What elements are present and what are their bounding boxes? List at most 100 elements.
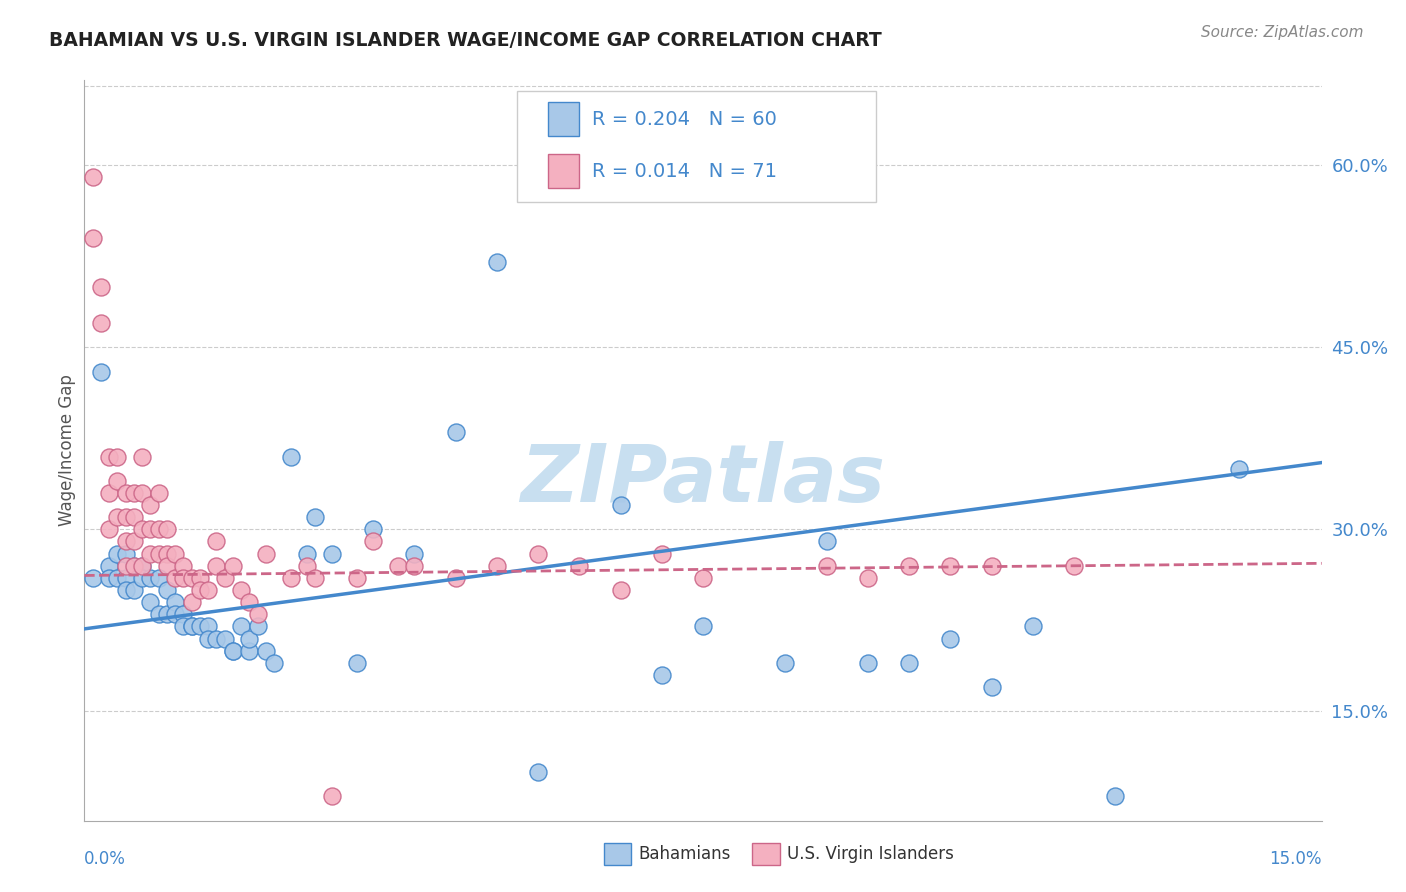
Point [346,571,368,585]
Point [165,595,187,609]
Point [105,510,128,524]
Point [321,789,343,804]
Text: Source: ZipAtlas.com: Source: ZipAtlas.com [1201,25,1364,40]
Point [856,656,879,670]
Point [139,571,162,585]
Point [1063,558,1085,573]
Point [254,547,277,561]
Point [180,619,202,633]
FancyBboxPatch shape [752,843,780,865]
Point [346,656,368,670]
Point [139,498,162,512]
Point [939,632,962,646]
Point [165,607,187,622]
Point [214,571,236,585]
Point [165,547,187,561]
Point [105,547,128,561]
Point [114,534,136,549]
Point [1146,838,1168,852]
Point [527,765,550,780]
FancyBboxPatch shape [548,154,579,187]
Point [156,582,179,597]
Point [165,571,187,585]
Point [238,644,260,658]
Point [131,522,153,536]
Point [856,571,879,585]
Point [114,486,136,500]
Point [139,595,162,609]
Point [205,632,228,646]
Point [295,547,318,561]
Point [815,534,838,549]
Point [114,558,136,573]
Point [114,547,136,561]
Point [651,547,673,561]
Point [98,522,121,536]
Point [361,522,384,536]
Point [105,450,128,464]
Point [148,486,170,500]
Point [485,255,508,269]
Point [148,607,170,622]
Point [139,522,162,536]
Point [131,558,153,573]
Point [238,632,260,646]
Point [105,571,128,585]
Point [122,558,145,573]
Point [122,486,145,500]
Point [1022,619,1045,633]
Point [361,534,384,549]
Point [148,522,170,536]
Point [148,547,170,561]
Point [775,656,797,670]
Point [404,547,426,561]
Point [114,510,136,524]
Point [82,231,104,245]
Point [90,279,112,293]
Point [692,571,714,585]
Y-axis label: Wage/Income Gap: Wage/Income Gap [58,375,76,526]
Point [156,607,179,622]
Point [939,558,962,573]
Point [122,558,145,573]
Point [122,510,145,524]
Point [172,607,194,622]
Point [114,582,136,597]
Point [222,644,245,658]
Point [485,558,508,573]
Point [98,486,121,500]
Text: R = 0.204   N = 60: R = 0.204 N = 60 [592,110,776,129]
Point [222,644,245,658]
Point [304,510,326,524]
Point [148,571,170,585]
Point [105,474,128,488]
Point [172,558,194,573]
Point [229,619,252,633]
Point [131,571,153,585]
Point [180,595,202,609]
Point [114,571,136,585]
Point [131,558,153,573]
Point [172,571,194,585]
Point [156,522,179,536]
Text: BAHAMIAN VS U.S. VIRGIN ISLANDER WAGE/INCOME GAP CORRELATION CHART: BAHAMIAN VS U.S. VIRGIN ISLANDER WAGE/IN… [49,31,882,50]
Point [321,547,343,561]
Point [527,547,550,561]
Point [139,547,162,561]
Point [444,425,467,440]
Point [254,644,277,658]
Point [98,450,121,464]
Point [246,607,269,622]
Point [651,668,673,682]
Point [815,558,838,573]
Point [122,582,145,597]
Point [280,571,302,585]
Text: U.S. Virgin Islanders: U.S. Virgin Islanders [787,845,955,863]
Point [898,558,921,573]
Point [131,450,153,464]
Text: Bahamians: Bahamians [638,845,731,863]
Point [609,498,631,512]
Point [733,826,755,840]
Point [568,558,591,573]
Point [197,619,219,633]
